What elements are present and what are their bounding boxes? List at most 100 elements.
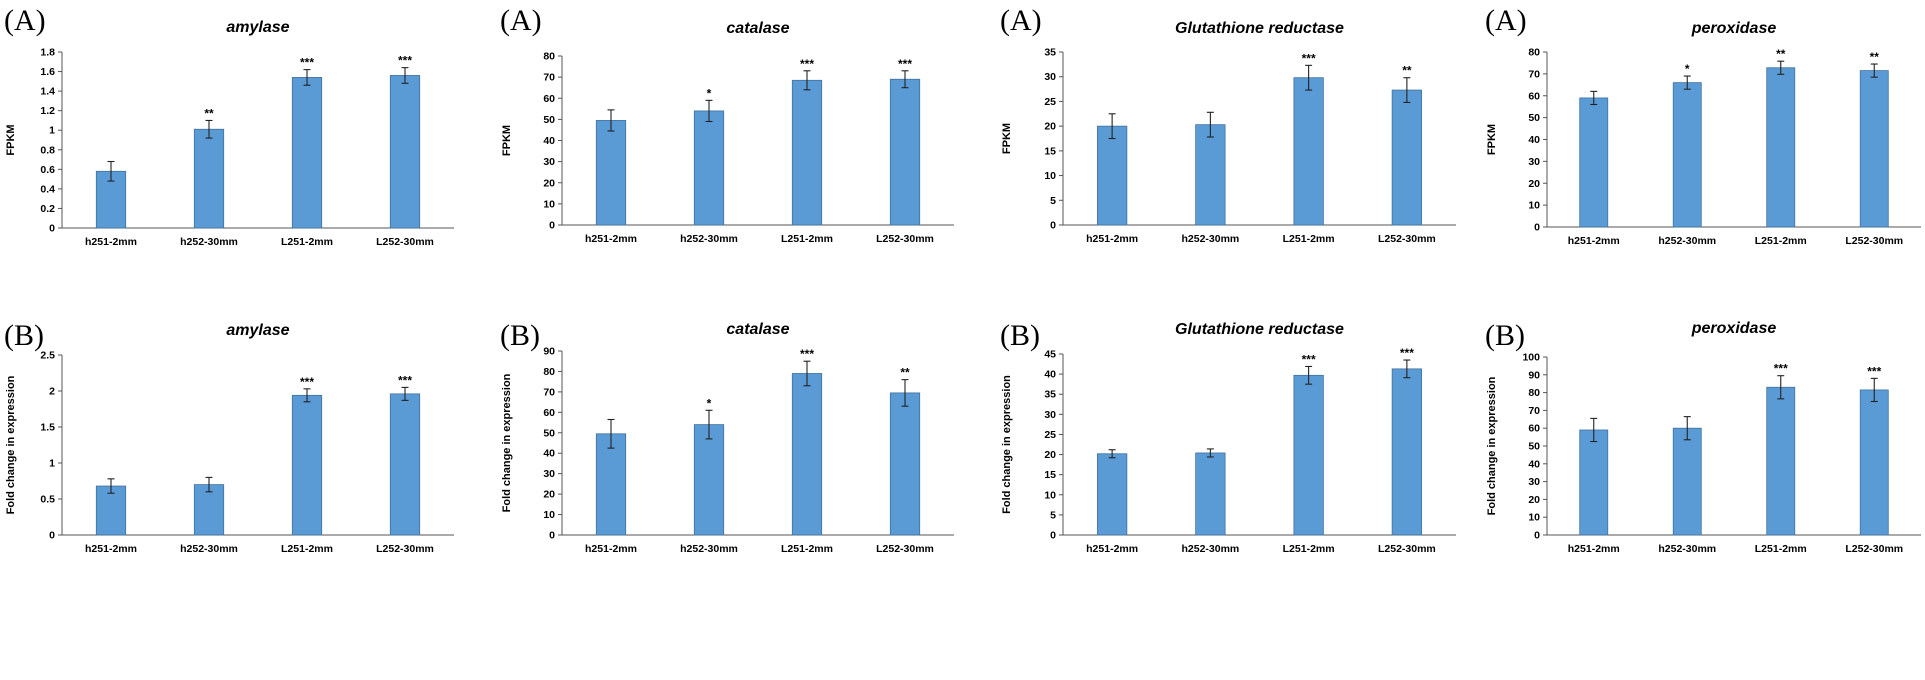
significance-label: ** (204, 106, 214, 120)
y-tick-label: 70 (1528, 68, 1540, 80)
x-tick-label: L252-30mm (1845, 543, 1903, 555)
panel-letter: (A) (1000, 4, 1042, 37)
y-tick-label: 2 (49, 386, 55, 398)
significance-label: ** (1776, 47, 1786, 61)
y-tick-label: 40 (1528, 134, 1540, 146)
y-tick-label: 1.8 (40, 47, 55, 59)
x-tick-label: L251-2mm (781, 543, 833, 555)
bar (595, 433, 627, 536)
bar (1391, 368, 1423, 536)
y-tick-label: 40 (1528, 458, 1540, 470)
y-tick-label: 0.6 (40, 164, 55, 176)
y-tick-label: 20 (1528, 494, 1540, 506)
y-tick-label: 1.6 (40, 66, 55, 78)
y-tick-label: 50 (1528, 441, 1540, 453)
panel-letter: (A) (4, 4, 46, 37)
bar (1579, 97, 1609, 228)
y-tick-label: 0 (1050, 530, 1056, 542)
significance-label: *** (800, 57, 814, 71)
x-tick-label: h252-30mm (1658, 543, 1716, 555)
y-tick-label: 0 (1534, 530, 1540, 542)
panel-letter: (B) (4, 319, 44, 352)
chart-title: Glutathione reductase (1175, 20, 1344, 37)
x-tick-label: h252-30mm (180, 236, 238, 248)
x-tick-label: L252-30mm (876, 233, 934, 245)
x-tick-label: h252-30mm (680, 543, 738, 555)
chart-title: Glutathione reductase (1175, 321, 1344, 338)
y-tick-label: 50 (543, 114, 555, 126)
bar (1391, 89, 1423, 226)
y-tick-label: 30 (1044, 409, 1056, 421)
bar (291, 77, 323, 229)
y-tick-label: 30 (1528, 476, 1540, 488)
x-tick-label: L251-2mm (281, 236, 333, 248)
x-tick-label: h252-30mm (680, 233, 738, 245)
bar (693, 424, 725, 536)
significance-label: ** (1870, 50, 1880, 64)
y-tick-label: 35 (1044, 47, 1056, 59)
y-tick-label: 30 (543, 156, 555, 168)
significance-label: * (707, 396, 712, 410)
significance-label: *** (1302, 51, 1316, 65)
y-axis-label: FPKM (5, 124, 17, 155)
y-tick-label: 40 (543, 135, 555, 147)
significance-label: *** (398, 373, 412, 387)
x-tick-label: L252-30mm (376, 543, 434, 555)
x-tick-label: h252-30mm (1658, 235, 1716, 247)
bar (193, 128, 225, 229)
panel-letter: (A) (1485, 4, 1527, 37)
y-tick-label: 30 (1044, 71, 1056, 83)
x-tick-label: h252-30mm (1181, 543, 1239, 555)
chart-title: peroxidase (1691, 320, 1777, 337)
y-tick-label: 0.8 (40, 144, 55, 156)
y-tick-label: 30 (543, 468, 555, 480)
significance-label: *** (1400, 346, 1414, 360)
x-tick-label: h251-2mm (1568, 543, 1620, 555)
bar (389, 75, 421, 229)
significance-label: ** (1402, 64, 1412, 78)
y-axis-label: FPKM (1001, 123, 1013, 154)
significance-label: *** (398, 54, 412, 68)
bar (95, 485, 127, 536)
x-tick-label: h251-2mm (1086, 233, 1138, 245)
x-tick-label: h251-2mm (85, 543, 137, 555)
chart-title: catalase (726, 321, 789, 338)
bar (1293, 77, 1324, 226)
y-tick-label: 15 (1044, 469, 1056, 481)
y-tick-label: 1.5 (40, 422, 55, 434)
bar (389, 393, 421, 536)
bar (1859, 389, 1889, 536)
y-tick-label: 25 (1044, 429, 1056, 441)
y-tick-label: 100 (1522, 352, 1540, 364)
bar (193, 484, 225, 536)
x-tick-label: L252-30mm (1378, 233, 1436, 245)
x-tick-label: L252-30mm (1378, 543, 1436, 555)
y-tick-label: 50 (1528, 112, 1540, 124)
y-tick-label: 5 (1050, 195, 1056, 207)
y-tick-label: 5 (1050, 509, 1056, 521)
x-tick-label: h252-30mm (1181, 233, 1239, 245)
y-tick-label: 70 (1528, 405, 1540, 417)
bar (595, 120, 627, 226)
panel-letter: (B) (1000, 319, 1040, 352)
x-tick-label: h251-2mm (1568, 235, 1620, 247)
y-tick-label: 0 (49, 530, 55, 542)
significance-label: *** (898, 57, 912, 71)
x-tick-label: L252-30mm (1845, 235, 1903, 247)
x-tick-label: L251-2mm (1755, 543, 1807, 555)
bar (1672, 82, 1702, 228)
significance-label: ** (900, 366, 910, 380)
bar (1096, 125, 1128, 226)
y-tick-label: 0 (1050, 220, 1056, 232)
bar (1859, 70, 1889, 228)
x-tick-label: L251-2mm (1283, 543, 1335, 555)
chart-title: peroxidase (1691, 20, 1777, 37)
y-tick-label: 10 (1044, 170, 1056, 182)
y-tick-label: 15 (1044, 145, 1056, 157)
significance-label: *** (1302, 352, 1316, 366)
y-tick-label: 1.2 (40, 105, 55, 117)
y-tick-label: 90 (543, 346, 555, 358)
chart-4: (A) peroxidase 0 10 20 30 40 50 60 70 80 FPKM h251-2… (1485, 4, 1921, 247)
y-tick-label: 25 (1044, 96, 1056, 108)
